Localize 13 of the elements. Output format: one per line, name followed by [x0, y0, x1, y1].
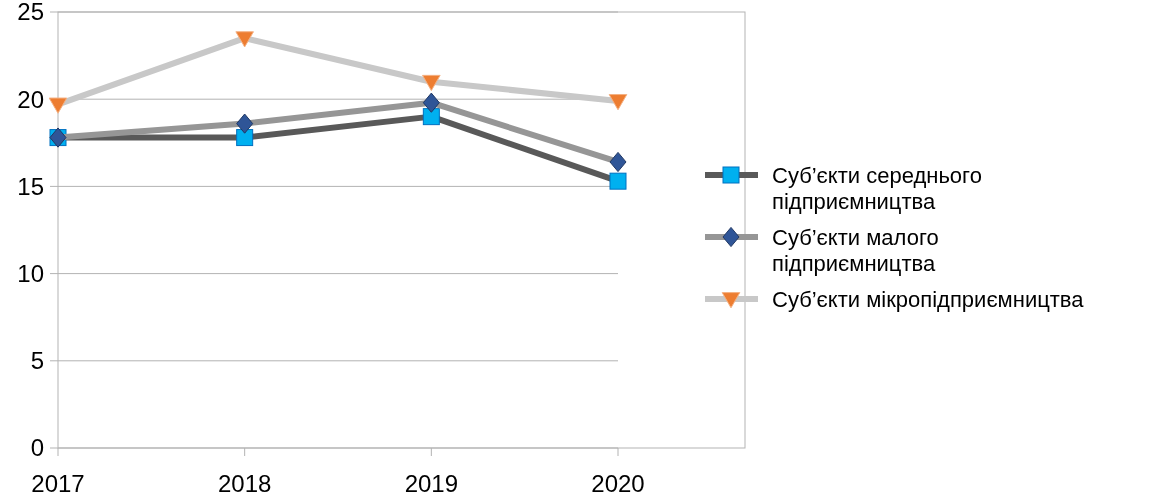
y-tick-label: 5 — [30, 347, 44, 375]
legend-label: Суб’єкти мікропідприємництва — [772, 286, 1085, 312]
y-tick-label: 25 — [17, 0, 44, 26]
x-tick-label: 2020 — [591, 470, 645, 497]
y-tick-label: 15 — [17, 172, 44, 200]
legend-label: Суб’єкти середнього підприємництва — [772, 162, 982, 214]
y-tick-label: 10 — [17, 260, 44, 287]
y-tick-label: 20 — [17, 85, 44, 113]
x-tick-label: 2019 — [404, 470, 459, 497]
x-tick-label: 2017 — [31, 470, 85, 497]
x-tick-label: 2018 — [217, 470, 272, 497]
y-tick-label: 0 — [30, 434, 44, 462]
legend-label: Суб’єкти малого підприємництва — [772, 224, 939, 276]
